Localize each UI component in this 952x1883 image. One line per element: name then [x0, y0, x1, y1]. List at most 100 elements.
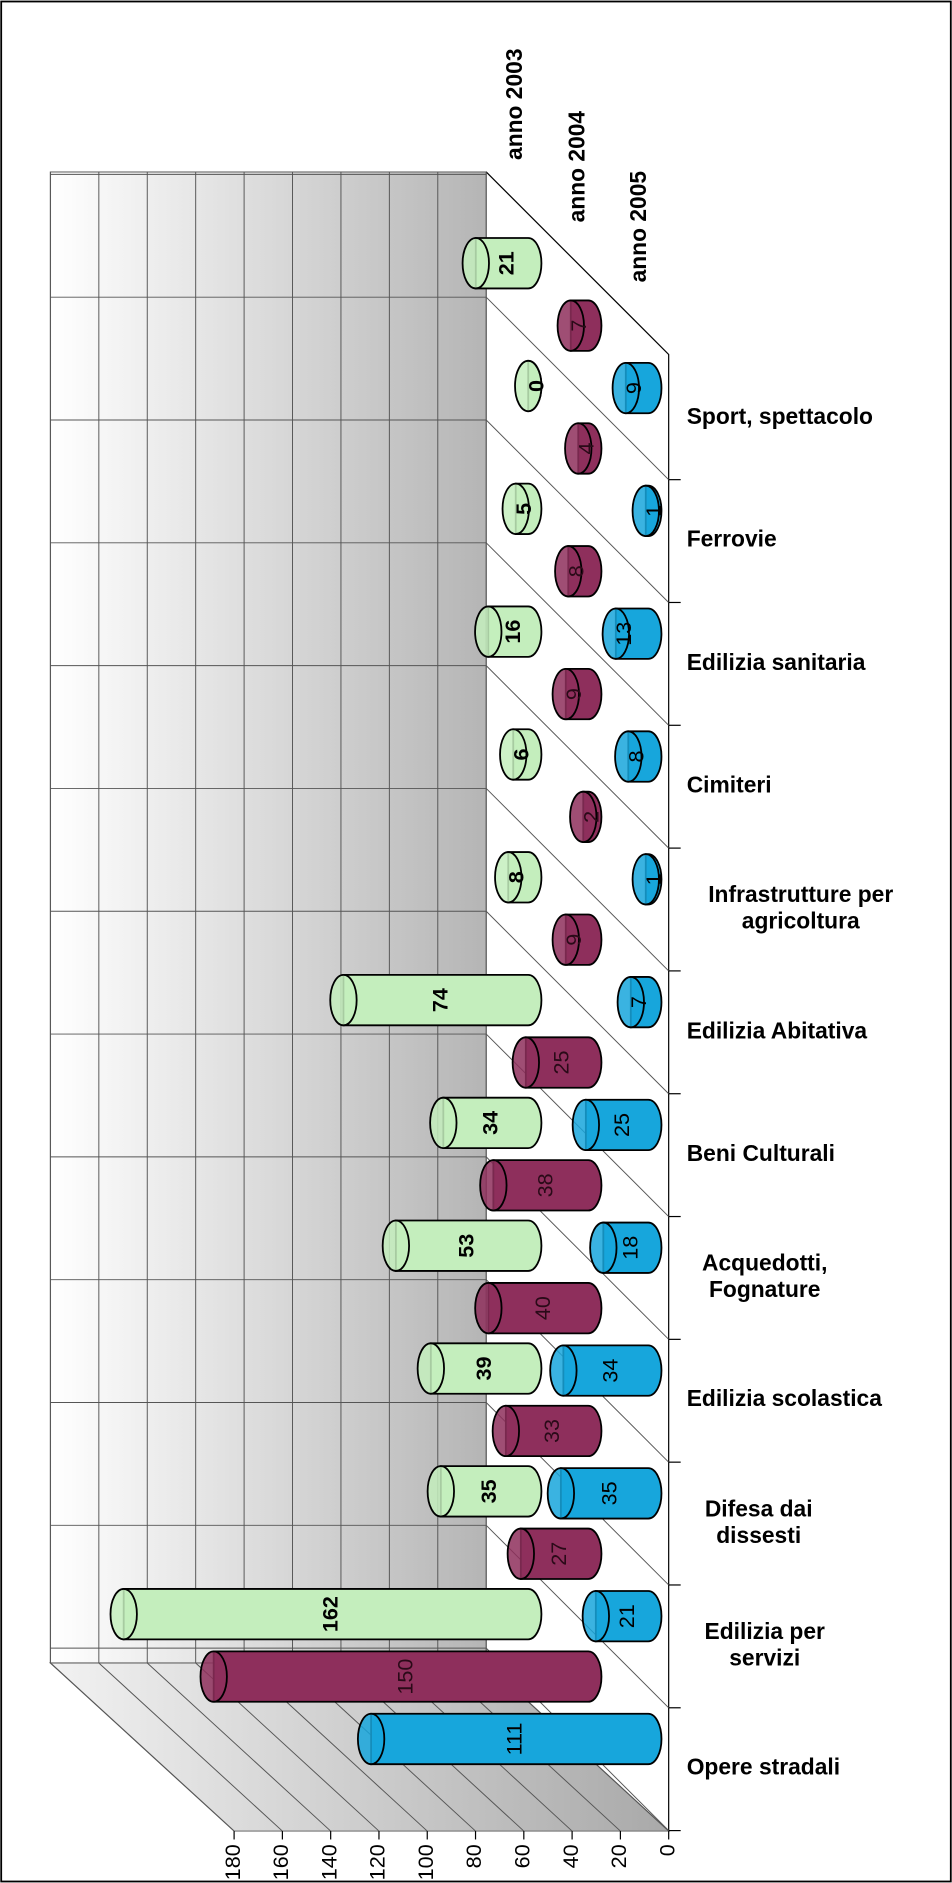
category-label: Edilizia scolastica — [686, 1387, 882, 1413]
cylinder: 38 — [479, 1159, 603, 1212]
bar-cap — [511, 1036, 540, 1089]
bar — [524, 1036, 603, 1089]
legend-label: anno 2004 — [564, 111, 590, 223]
cylinder: 39 — [416, 1342, 543, 1395]
y-tick-label: 160 — [268, 1844, 293, 1880]
data-label: 9 — [561, 688, 586, 700]
cylinder: 18 — [589, 1221, 663, 1274]
cylinder: 25 — [511, 1036, 603, 1089]
cylinder: 4 — [564, 422, 603, 475]
data-label: 35 — [596, 1481, 621, 1505]
bar — [504, 1404, 603, 1458]
y-tick-label: 20 — [606, 1844, 631, 1868]
data-label: 53 — [454, 1234, 479, 1258]
bar — [342, 973, 543, 1027]
legend-label: anno 2003 — [501, 48, 527, 160]
category-label-box: Difesa dai dissesti — [705, 1497, 813, 1549]
bar-cap — [589, 1221, 618, 1274]
data-label: 16 — [500, 620, 525, 644]
category-label-box: Edilizia per servizi — [705, 1620, 825, 1672]
y-tick-label: 100 — [413, 1844, 438, 1880]
bar-cap — [601, 607, 630, 660]
bar-cap — [616, 976, 645, 1029]
category-label-row: Sport, spettacolo — [687, 370, 945, 466]
bar — [559, 1467, 663, 1520]
data-label: 2 — [579, 811, 604, 823]
cylinder: 7 — [616, 976, 663, 1029]
category-label: Ferrovie — [686, 527, 777, 553]
cylinder: 2 — [569, 790, 604, 843]
data-label: 6 — [509, 748, 534, 760]
bar — [562, 1344, 663, 1397]
data-label: 40 — [530, 1296, 555, 1320]
bar — [439, 1465, 543, 1518]
data-label: 27 — [546, 1542, 571, 1566]
bar-cap — [109, 1588, 138, 1641]
y-tick-label: 80 — [461, 1844, 486, 1868]
cylinder: 8 — [554, 545, 603, 598]
data-label: 7 — [566, 320, 591, 332]
data-label: 9 — [561, 934, 586, 946]
data-label: 0 — [524, 380, 549, 392]
cylinder: 0 — [514, 359, 549, 413]
category-label-row: Acquedotti, Fognature — [687, 1230, 945, 1326]
category-label-box: Beni Culturali — [687, 1107, 945, 1203]
category-label-box: Acquedotti, Fognature — [687, 1230, 945, 1326]
side-line — [485, 788, 670, 972]
bar-cap — [614, 730, 643, 783]
bar-cap — [461, 237, 490, 290]
bar-cap — [356, 1712, 386, 1766]
bar-cap — [329, 973, 358, 1027]
category-label-row: Beni Culturali — [687, 1107, 945, 1203]
bar-cap — [564, 422, 593, 475]
data-label: 8 — [564, 565, 589, 577]
data-label: 25 — [609, 1113, 634, 1137]
bar-cap — [569, 790, 598, 843]
data-label: 9 — [621, 382, 646, 394]
cylinder: 34 — [549, 1344, 663, 1397]
category-label-box: Opere stradali — [687, 1721, 945, 1817]
bar — [584, 1098, 663, 1152]
y-tick-label: 0 — [654, 1844, 679, 1856]
data-label: 1 — [641, 505, 666, 517]
bar — [487, 1282, 603, 1335]
category-label-row: Edilizia Abitativa — [687, 984, 945, 1080]
data-label: 13 — [611, 622, 636, 646]
data-label: 8 — [624, 750, 649, 762]
category-label: Acquedotti, Fognature — [701, 1251, 828, 1303]
floor-grid-line — [98, 1662, 283, 1832]
data-label: 18 — [618, 1236, 643, 1260]
bar — [602, 1221, 663, 1274]
side-line — [485, 910, 670, 1095]
cylinder: 40 — [474, 1282, 603, 1335]
bar-cap — [556, 299, 585, 352]
cylinder: 16 — [474, 605, 543, 658]
data-label: 8 — [504, 871, 529, 883]
category-label: Beni Culturali — [686, 1141, 835, 1167]
cylinder: 74 — [329, 973, 543, 1027]
category-label-row: Opere stradali — [687, 1721, 945, 1817]
category-label: Opere stradali — [686, 1755, 841, 1782]
cylinder: 6 — [499, 728, 543, 781]
y-tick-label: 180 — [220, 1844, 245, 1880]
bar-cap — [494, 851, 523, 904]
data-label: 25 — [549, 1050, 574, 1074]
bar — [594, 1590, 663, 1643]
category-label-box: Infrastrutture per agricoltura — [708, 883, 893, 935]
cylinder: 8 — [494, 851, 543, 904]
data-label: 150 — [393, 1659, 418, 1695]
bar-cap — [514, 359, 543, 413]
bar-cap — [506, 1527, 535, 1580]
data-label: 74 — [428, 988, 453, 1012]
data-label: 4 — [574, 442, 599, 454]
data-label: 111 — [501, 1723, 526, 1756]
bar-cap — [474, 1282, 503, 1335]
cylinder: 35 — [546, 1467, 663, 1520]
legend-label: anno 2005 — [625, 171, 651, 283]
side-line — [485, 296, 670, 481]
category-label-row: Ferrovie — [687, 493, 945, 589]
bar — [394, 1219, 543, 1272]
cylinder: 27 — [506, 1527, 603, 1580]
category-label: Cimiteri — [686, 773, 772, 799]
bar — [212, 1650, 603, 1703]
